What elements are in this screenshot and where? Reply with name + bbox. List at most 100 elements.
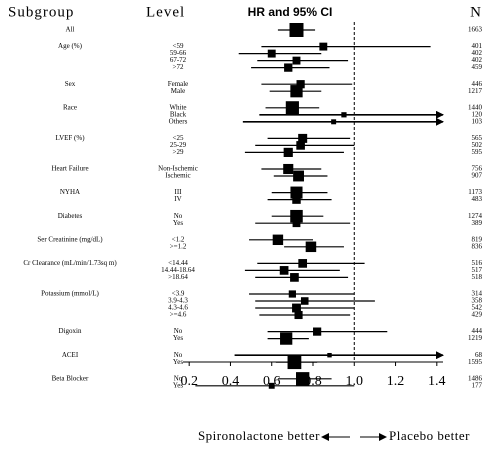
level-label: III — [175, 188, 183, 196]
hr-box — [296, 80, 305, 89]
group-label: Digoxin — [59, 327, 82, 335]
level-label: >29 — [173, 148, 184, 156]
n-label: 402 — [472, 56, 483, 64]
level-label: 25-29 — [170, 141, 187, 149]
hr-box — [267, 49, 276, 58]
n-label: 836 — [472, 242, 483, 250]
n-label: 565 — [472, 134, 483, 142]
level-label: >18.64 — [168, 273, 188, 281]
hr-box — [331, 119, 337, 125]
header-subgroup: Subgroup — [8, 4, 74, 20]
n-label: 120 — [472, 110, 483, 118]
level-label: Male — [171, 87, 185, 95]
left-label: Spironolactone better — [198, 428, 320, 443]
level-label: No — [174, 212, 183, 220]
level-label: Non-Ischemic — [158, 165, 198, 173]
n-label: 68 — [475, 351, 483, 359]
hr-box — [285, 101, 299, 115]
n-label: 314 — [472, 290, 483, 298]
level-label: White — [169, 103, 186, 111]
level-label: Female — [168, 80, 189, 88]
header-estimate: HR and 95% CI — [248, 5, 333, 19]
n-label: 1486 — [468, 374, 483, 382]
hr-box — [290, 85, 303, 98]
hr-box — [293, 170, 304, 182]
n-label: 177 — [472, 381, 483, 389]
hr-box — [272, 234, 284, 246]
hr-box — [294, 310, 303, 320]
level-label: 4.3-4.6 — [168, 304, 188, 312]
x-tick-label: 1.0 — [346, 374, 364, 389]
level-label: No — [174, 351, 183, 359]
n-label: 1219 — [468, 334, 483, 342]
level-label: 14.44-18.64 — [161, 266, 195, 274]
hr-box — [290, 273, 299, 282]
n-label: 446 — [472, 80, 483, 88]
group-label: ACEI — [62, 351, 79, 359]
n-label: 502 — [472, 141, 483, 149]
hr-box — [268, 382, 275, 389]
hr-box — [296, 141, 305, 150]
x-tick-label: 0.4 — [222, 374, 240, 389]
level-label: >72 — [173, 63, 184, 71]
n-label: 518 — [472, 273, 483, 281]
hr-box — [319, 42, 328, 51]
n-label: 595 — [472, 148, 483, 156]
n-label: 1217 — [468, 87, 483, 95]
n-label: 907 — [472, 172, 483, 180]
n-label: 358 — [472, 297, 483, 305]
n-label: 1173 — [468, 188, 482, 196]
level-label: Ischemic — [165, 172, 190, 180]
n-label: 389 — [472, 219, 483, 227]
hr-box — [292, 303, 301, 313]
n-label: 402 — [472, 49, 483, 57]
level-label: <59 — [173, 42, 184, 50]
group-label: Potassium (mmol/L) — [41, 290, 99, 298]
n-label: 516 — [472, 259, 483, 267]
x-tick-label: 0.2 — [180, 374, 198, 389]
level-label: No — [174, 374, 183, 382]
level-label: >=4.6 — [170, 311, 187, 319]
n-label: 517 — [472, 266, 483, 274]
hr-box — [283, 163, 294, 175]
group-label: Heart Failure — [51, 165, 88, 173]
hr-box — [279, 266, 289, 275]
n-label: 756 — [472, 165, 483, 173]
level-label: 67-72 — [170, 56, 187, 64]
hr-box — [292, 219, 301, 228]
group-label: Age (%) — [58, 42, 83, 50]
n-label: 401 — [472, 42, 483, 50]
hr-box — [284, 63, 293, 72]
level-label: <14.44 — [168, 259, 188, 267]
header-level: Level — [146, 4, 185, 20]
hr-box — [296, 372, 310, 386]
level-label: <25 — [173, 134, 184, 142]
n-label: 429 — [472, 311, 483, 319]
hr-box — [313, 327, 322, 336]
group-label: LVEF (%) — [55, 134, 85, 142]
level-label: IV — [174, 195, 181, 203]
level-label: Yes — [173, 358, 183, 366]
level-label: Yes — [173, 334, 183, 342]
n-label: 459 — [472, 63, 483, 71]
n-label: 1440 — [468, 103, 483, 111]
group-label: Sex — [65, 80, 76, 88]
group-label: NYHA — [60, 188, 80, 196]
level-label: Yes — [173, 381, 183, 389]
group-label: Cr Clearance (mL/min/1.73sq m) — [23, 259, 117, 267]
n-label: 1663 — [468, 26, 483, 34]
hr-box — [283, 147, 293, 157]
hr-box — [280, 332, 293, 345]
hr-box — [300, 297, 309, 305]
hr-box — [288, 290, 296, 298]
hr-box — [341, 112, 347, 118]
hr-box — [292, 56, 301, 65]
x-tick-label: 1.2 — [387, 374, 405, 389]
n-label: 444 — [472, 327, 483, 335]
group-label: Race — [63, 103, 77, 111]
hr-box — [292, 195, 301, 204]
group-label: Diabetes — [58, 212, 83, 220]
header-n: N — [470, 4, 482, 20]
n-label: 819 — [472, 235, 483, 243]
level-label: <1.2 — [172, 235, 185, 243]
